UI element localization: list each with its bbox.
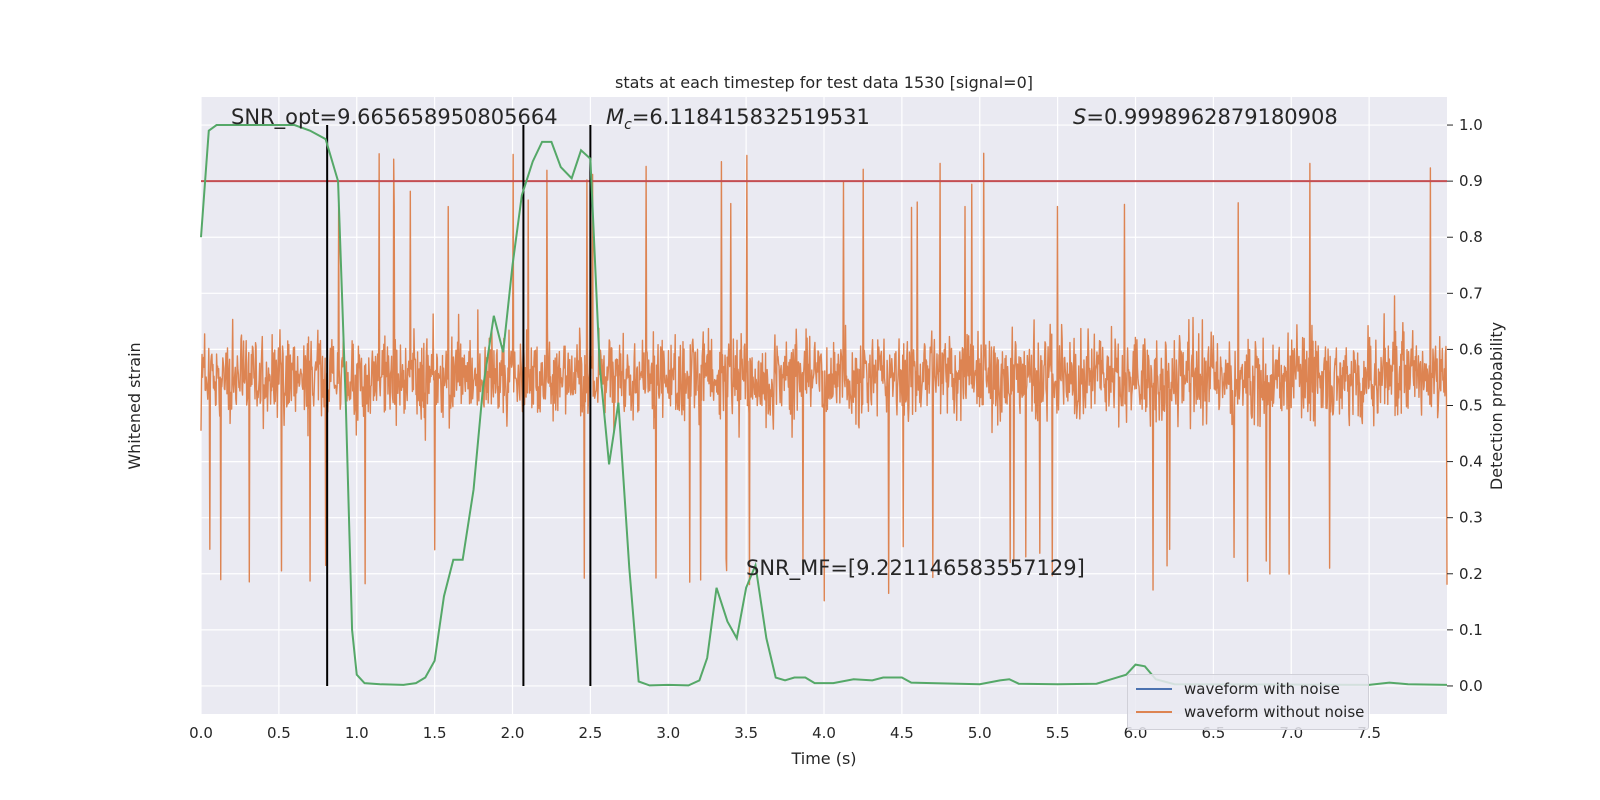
x-tick-label: 5.5: [1046, 724, 1070, 742]
y-tick-label: 0.8: [1459, 228, 1483, 246]
annotation-s-symbol: S: [1073, 105, 1086, 129]
y-tick-label: 0.3: [1459, 509, 1483, 527]
vertical-markers: [326, 125, 592, 686]
x-tick-label: 5.0: [968, 724, 992, 742]
legend-label: waveform without noise: [1184, 703, 1365, 721]
legend-label: waveform with noise: [1184, 680, 1340, 698]
x-tick-label: 0.5: [267, 724, 291, 742]
y-tick-label: 0.5: [1459, 397, 1483, 415]
x-tick-label: 1.0: [345, 724, 369, 742]
x-tick-label: 4.0: [812, 724, 836, 742]
y-tick-label: 1.0: [1459, 116, 1483, 134]
y-tick-label: 0.9: [1459, 172, 1483, 190]
y-axis-label-right: Detection probability: [1487, 322, 1506, 490]
x-tick-label: 4.5: [890, 724, 914, 742]
x-axis-label: Time (s): [790, 749, 856, 768]
annotation-mc: Mc=6.118415832519531: [606, 105, 870, 133]
legend-item-waveform-without-noise: waveform without noise: [1136, 702, 1364, 722]
annotation-snr-mf: SNR_MF=[9.221146583557129]: [746, 556, 1085, 581]
x-tick-label: 3.5: [734, 724, 758, 742]
annotation-mc-symbol: M: [606, 105, 624, 129]
annotation-s-value: =0.9998962879180908: [1086, 105, 1337, 129]
y-tick-label: 0.1: [1459, 621, 1483, 639]
chart-title: stats at each timestep for test data 153…: [615, 73, 1033, 92]
annotation-s: S=0.9998962879180908: [1073, 105, 1338, 129]
annotation-mc-subscript: c: [624, 117, 632, 133]
legend: waveform with noise waveform without noi…: [1127, 674, 1369, 730]
detection-probability-line: [200, 124, 1448, 687]
y-tick-label: 0.2: [1459, 565, 1483, 583]
waveform-without-noise-trace: [200, 152, 1448, 602]
y-tick-label: 0.6: [1459, 340, 1483, 358]
legend-swatch-orange: [1136, 711, 1172, 713]
y-tick-label: 0.4: [1459, 453, 1483, 471]
x-tick-label: 3.0: [656, 724, 680, 742]
y-tick-labels-right: 0.0 0.1 0.2 0.3 0.4 0.5 0.6 0.7 0.8 0.9 1.0: [1447, 116, 1483, 695]
y-tick-label: 0.7: [1459, 284, 1483, 302]
x-tick-label: 2.0: [501, 724, 525, 742]
annotation-mc-value: =6.118415832519531: [632, 105, 870, 129]
x-tick-label: 1.5: [423, 724, 447, 742]
waveform-without-noise-line: [200, 152, 1448, 602]
x-tick-label: 2.5: [578, 724, 602, 742]
annotation-snr-opt: SNR_opt=9.665658950805664: [231, 105, 558, 130]
y-axis-label-left: Whitened strain: [125, 342, 144, 469]
y-tick-label: 0.0: [1459, 677, 1483, 695]
legend-item-waveform-with-noise: waveform with noise: [1136, 679, 1340, 699]
legend-swatch-blue: [1136, 688, 1172, 690]
x-tick-label: 0.0: [189, 724, 213, 742]
